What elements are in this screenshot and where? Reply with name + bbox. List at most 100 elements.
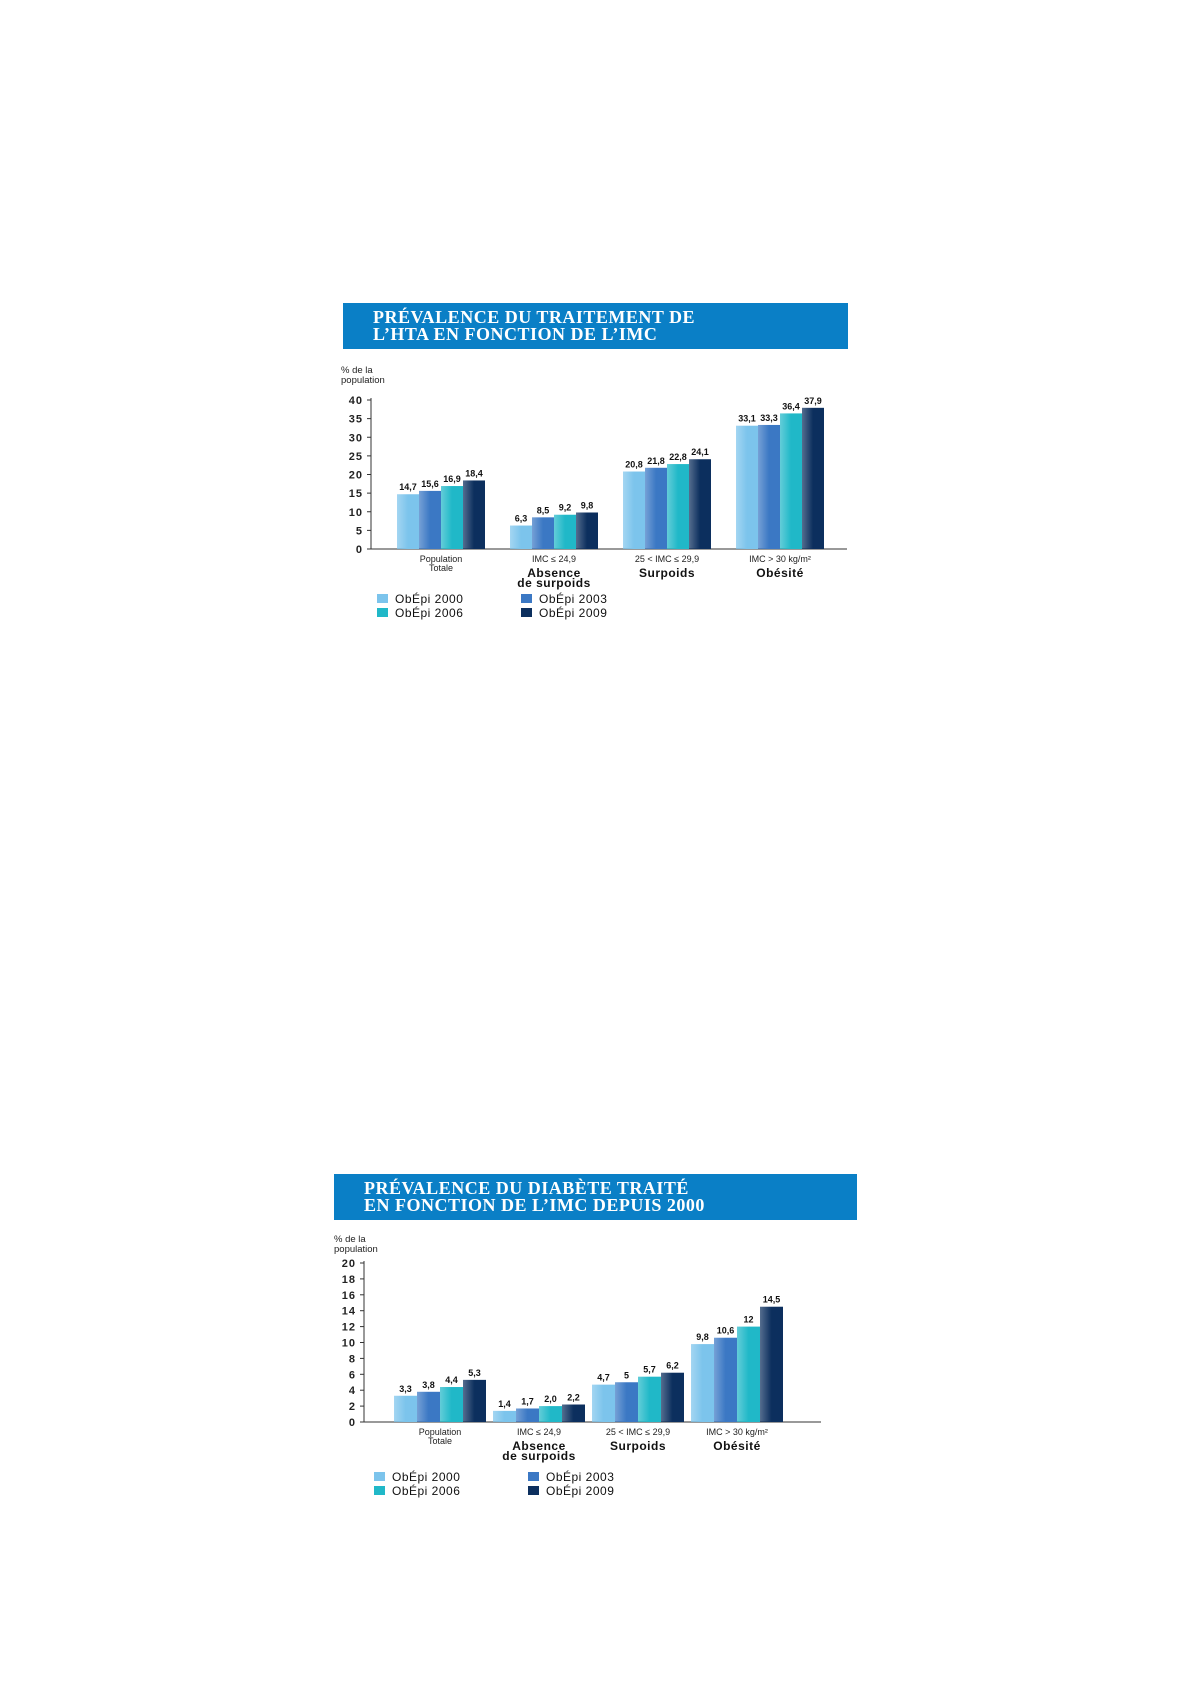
y-tick-label: 2: [349, 1401, 356, 1413]
legend-label: ObÉpi 2003: [546, 1469, 614, 1484]
data-label: 22,8: [669, 452, 687, 462]
x-tick-label: 25 < IMC ≤ 29,9: [635, 554, 699, 564]
y-tick-label: 20: [342, 1258, 356, 1270]
legend-swatch: [374, 1486, 385, 1495]
legend-swatch: [521, 594, 532, 603]
bar: [737, 1326, 760, 1422]
data-label: 18,4: [465, 468, 483, 478]
legend-label: ObÉpi 2006: [392, 1483, 460, 1498]
legend-swatch: [377, 594, 388, 603]
bar: [516, 1408, 539, 1422]
data-label: 14,7: [399, 482, 417, 492]
data-label: 3,3: [399, 1384, 412, 1394]
chart-title-line-1: PRÉVALENCE DU TRAITEMENT DE: [373, 307, 696, 327]
x-tick-label: IMC > 30 kg/m²: [706, 1427, 768, 1437]
y-tick-label: 4: [349, 1385, 356, 1397]
bar: [463, 480, 485, 549]
bar: [689, 459, 711, 549]
bar: [562, 1404, 585, 1422]
data-label: 9,8: [581, 500, 594, 510]
data-label: 2,2: [567, 1393, 580, 1403]
y-tick-label: 6: [349, 1369, 356, 1381]
bar: [623, 471, 645, 549]
bar: [780, 413, 802, 549]
data-label: 9,8: [696, 1332, 709, 1342]
y-tick-label: 25: [349, 451, 363, 463]
y-tick-label: 10: [342, 1338, 356, 1350]
x-category-label: Surpoids: [610, 1439, 666, 1453]
bar: [419, 490, 441, 549]
bar: [714, 1337, 737, 1422]
y-tick-label: 30: [349, 432, 363, 444]
data-label: 1,7: [521, 1396, 534, 1406]
data-label: 5,3: [468, 1368, 481, 1378]
bar: [691, 1344, 714, 1422]
data-label: 10,6: [717, 1326, 735, 1336]
data-label: 4,7: [597, 1373, 610, 1383]
data-label: 12: [743, 1315, 753, 1325]
bar: [463, 1379, 486, 1422]
y-tick-label: 5: [356, 525, 363, 537]
bar: [615, 1382, 638, 1422]
bar: [758, 424, 780, 549]
y-tick-label: 0: [349, 1417, 356, 1429]
y-tick-label: 20: [349, 470, 363, 482]
x-tick-label: Population: [420, 554, 463, 564]
x-tick-label: 25 < IMC ≤ 29,9: [606, 1427, 670, 1437]
bar: [440, 1387, 463, 1422]
data-label: 5,7: [643, 1365, 656, 1375]
x-category-label: Obésité: [756, 566, 804, 580]
y-tick-label: 8: [349, 1353, 356, 1365]
y-tick-label: 10: [349, 507, 363, 519]
data-label: 6,2: [666, 1361, 679, 1371]
chart-title-banner: PRÉVALENCE DU TRAITEMENT DE L’HTA EN FON…: [343, 303, 848, 349]
y-tick-label: 0: [356, 544, 363, 556]
bar: [661, 1372, 684, 1422]
legend-swatch: [528, 1486, 539, 1495]
bar: [645, 467, 667, 549]
data-label: 33,1: [738, 414, 756, 424]
data-label: 24,1: [691, 447, 709, 457]
x-category-label: de surpoids: [502, 1449, 576, 1463]
legend-swatch: [377, 608, 388, 617]
data-label: 8,5: [537, 505, 550, 515]
y-tick-label: 35: [349, 414, 363, 426]
y-axis-label: population: [341, 375, 385, 386]
bar: [493, 1410, 516, 1422]
x-tick-label: IMC ≤ 24,9: [517, 1427, 561, 1437]
bar: [802, 407, 824, 549]
y-tick-label: 16: [342, 1290, 356, 1302]
bar: [394, 1395, 417, 1422]
y-tick-label: 40: [349, 395, 363, 407]
chart-hta: PRÉVALENCE DU TRAITEMENT DE L’HTA EN FON…: [341, 303, 848, 643]
x-tick-label: Population: [419, 1427, 462, 1437]
legend-swatch: [374, 1472, 385, 1481]
x-category-label: Absence: [527, 566, 581, 580]
legend-label: ObÉpi 2006: [395, 605, 463, 620]
bar: [736, 425, 758, 549]
y-axis-label: % de la: [334, 1234, 366, 1245]
data-label: 3,8: [422, 1380, 435, 1390]
bar: [397, 494, 419, 549]
legend-swatch: [521, 608, 532, 617]
bar: [592, 1384, 615, 1422]
bar: [576, 512, 598, 549]
legend-label: ObÉpi 2009: [539, 605, 607, 620]
bar: [638, 1376, 661, 1422]
chart-title-line-2: L’HTA EN FONCTION DE L’IMC: [373, 324, 658, 344]
x-category-label: Obésité: [713, 1439, 761, 1453]
chart-title-banner: PRÉVALENCE DU DIABÈTE TRAITÉ EN FONCTION…: [334, 1174, 857, 1220]
data-label: 6,3: [515, 514, 528, 524]
y-axis-label: population: [334, 1244, 378, 1255]
data-label: 16,9: [443, 474, 461, 484]
data-label: 21,8: [647, 456, 665, 466]
data-label: 14,5: [763, 1295, 781, 1305]
bar: [760, 1306, 783, 1422]
bar: [539, 1406, 562, 1422]
x-tick-label: Totale: [428, 1436, 452, 1446]
legend-swatch: [528, 1472, 539, 1481]
x-category-label: de surpoids: [517, 576, 591, 590]
bar: [667, 464, 689, 549]
data-label: 9,2: [559, 503, 572, 513]
